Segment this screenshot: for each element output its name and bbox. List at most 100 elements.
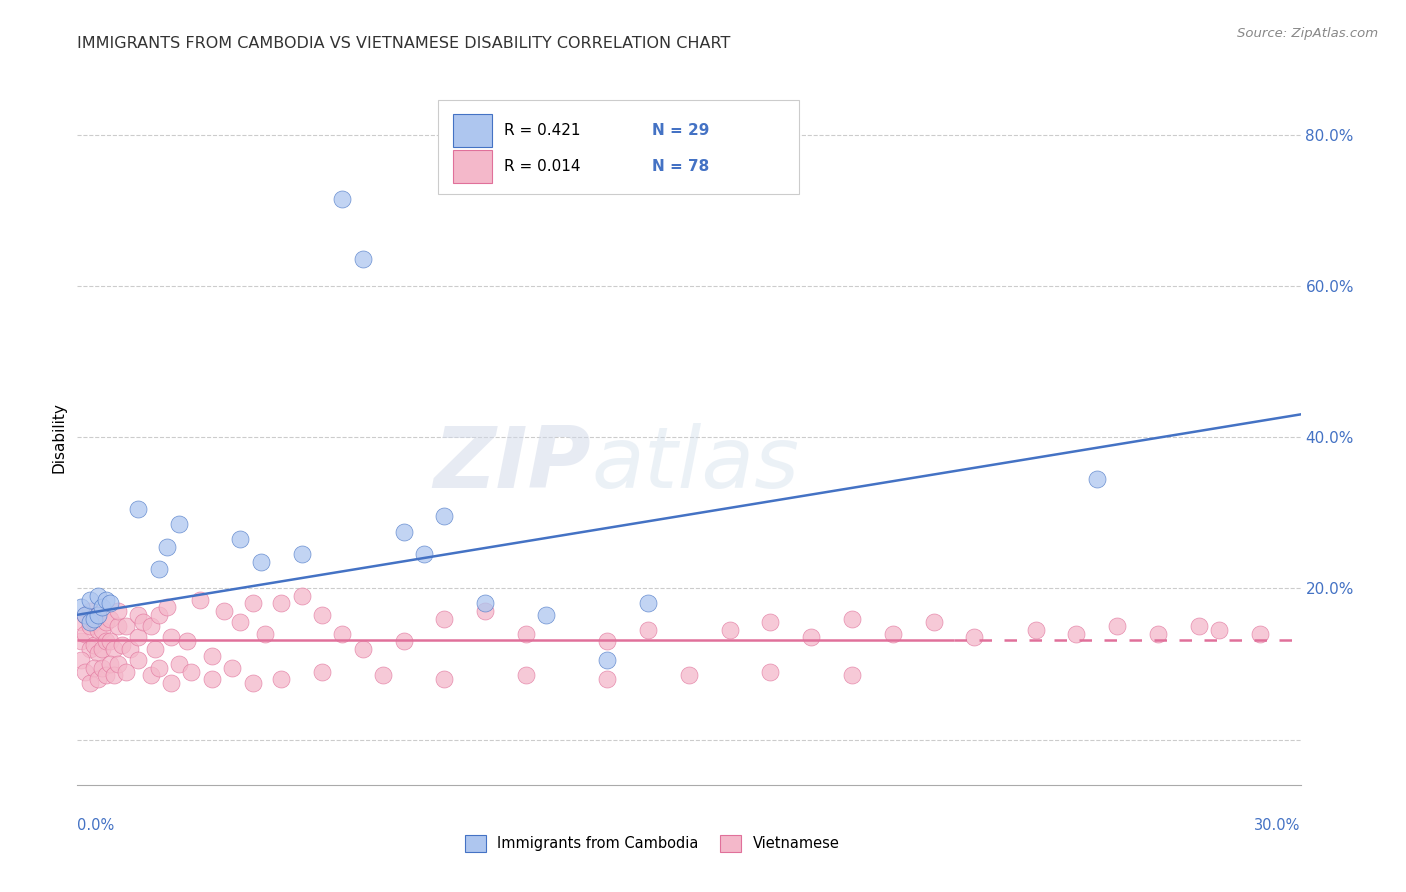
Point	[759, 615, 782, 630]
Point	[148, 562, 170, 576]
Point	[79, 676, 101, 690]
Point	[882, 626, 904, 640]
Point	[98, 611, 121, 625]
Point	[115, 665, 138, 679]
Point	[1147, 626, 1170, 640]
Text: atlas: atlas	[591, 424, 799, 507]
Point	[250, 555, 273, 569]
Text: N = 29: N = 29	[652, 123, 710, 137]
Point	[120, 641, 142, 656]
Point	[841, 611, 863, 625]
Point	[87, 589, 110, 603]
Point	[75, 607, 97, 622]
Point	[94, 615, 117, 630]
Point	[98, 597, 121, 611]
Text: R = 0.014: R = 0.014	[505, 159, 581, 174]
Point	[841, 668, 863, 682]
Point	[127, 607, 149, 622]
Point	[229, 615, 252, 630]
Point	[160, 631, 183, 645]
Point	[90, 623, 112, 637]
Point	[70, 600, 93, 615]
Point	[79, 619, 101, 633]
Point	[70, 634, 93, 648]
Point	[90, 600, 112, 615]
Point	[107, 657, 129, 671]
Point	[103, 641, 125, 656]
Point	[270, 672, 292, 686]
Point	[139, 619, 162, 633]
Point	[1066, 626, 1088, 640]
Point	[212, 604, 235, 618]
Point	[94, 592, 117, 607]
Point	[169, 657, 191, 671]
Point	[75, 626, 97, 640]
Point	[156, 540, 179, 554]
FancyBboxPatch shape	[453, 113, 492, 147]
Point	[596, 634, 619, 648]
Point	[963, 631, 986, 645]
Point	[474, 604, 496, 618]
Point	[148, 661, 170, 675]
Point	[201, 672, 224, 686]
Point	[87, 672, 110, 686]
Point	[94, 668, 117, 682]
Point	[290, 589, 312, 603]
Point	[87, 607, 110, 622]
Point	[98, 657, 121, 671]
Text: R = 0.421: R = 0.421	[505, 123, 581, 137]
Point	[1085, 472, 1108, 486]
Point	[75, 607, 97, 622]
Point	[637, 623, 659, 637]
Point	[87, 623, 110, 637]
Point	[107, 619, 129, 633]
Point	[221, 661, 243, 675]
Point	[922, 615, 945, 630]
Point	[79, 615, 101, 630]
Point	[270, 597, 292, 611]
Point	[180, 665, 202, 679]
Point	[311, 607, 333, 622]
Point	[169, 516, 191, 531]
Point	[143, 641, 166, 656]
Point	[413, 547, 436, 561]
Point	[392, 524, 415, 539]
Point	[87, 607, 110, 622]
Point	[131, 615, 153, 630]
Text: ZIP: ZIP	[433, 424, 591, 507]
Point	[160, 676, 183, 690]
Point	[79, 592, 101, 607]
Point	[83, 661, 105, 675]
Point	[637, 597, 659, 611]
Point	[433, 611, 456, 625]
Point	[70, 653, 93, 667]
Point	[253, 626, 276, 640]
Y-axis label: Disability: Disability	[51, 401, 66, 473]
Point	[98, 634, 121, 648]
Point	[75, 665, 97, 679]
Point	[759, 665, 782, 679]
Point	[87, 646, 110, 660]
Point	[111, 638, 134, 652]
Point	[148, 607, 170, 622]
Point	[188, 592, 211, 607]
Point	[83, 638, 105, 652]
Point	[242, 597, 264, 611]
Point	[201, 649, 224, 664]
Point	[139, 668, 162, 682]
Text: Source: ZipAtlas.com: Source: ZipAtlas.com	[1237, 27, 1378, 40]
Point	[718, 623, 741, 637]
Point	[1249, 626, 1271, 640]
Point	[94, 634, 117, 648]
Point	[534, 607, 557, 622]
Point	[1107, 619, 1129, 633]
FancyBboxPatch shape	[453, 150, 492, 183]
Point	[332, 192, 354, 206]
Point	[474, 597, 496, 611]
Point	[127, 631, 149, 645]
Point	[79, 641, 101, 656]
Point	[127, 653, 149, 667]
Point	[127, 502, 149, 516]
Point	[242, 676, 264, 690]
Point	[678, 668, 700, 682]
